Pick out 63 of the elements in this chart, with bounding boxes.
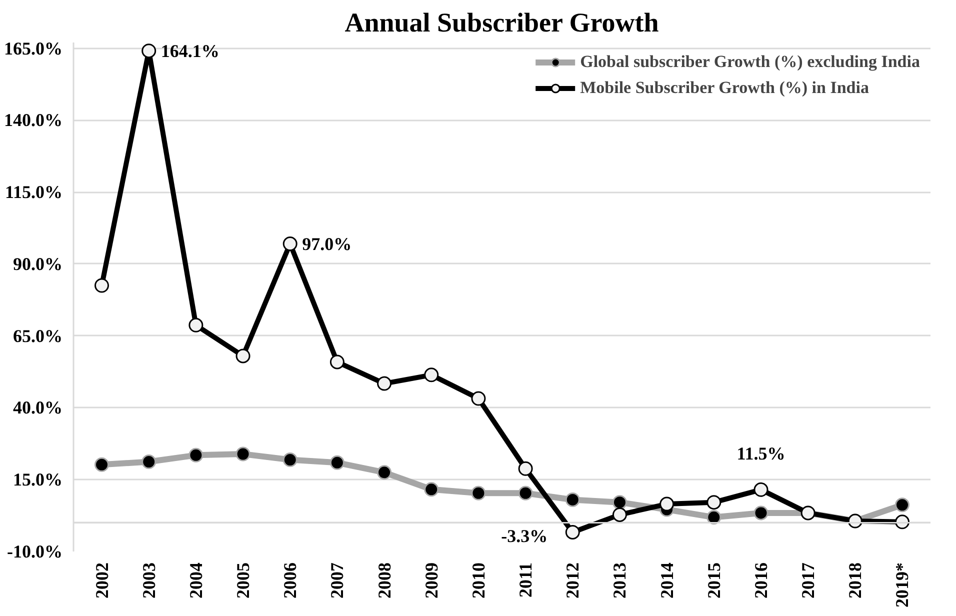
point (471, 486, 486, 500)
point (142, 454, 156, 470)
x-tick-label: 2014 (656, 562, 677, 598)
x-tick-label: 2006 (280, 562, 300, 598)
x-tick-label: 2015 (704, 562, 724, 598)
y-tick-label: 15.0% (13, 470, 62, 490)
x-tick-label: 2012 (562, 562, 583, 598)
data-label: 97.0% (302, 234, 352, 254)
point (424, 368, 439, 382)
y-tick-label: 140.0% (4, 110, 62, 130)
point (612, 507, 627, 522)
y-tick-label: 90.0% (13, 254, 62, 274)
point (565, 492, 580, 507)
point (565, 524, 580, 540)
legend-label: Global subscriber Growth (%) excluding India (580, 52, 920, 72)
x-tick-label: 2003 (138, 562, 159, 598)
y-tick-label: 115.0% (4, 182, 63, 202)
point (330, 354, 344, 370)
x-tick-label: 2009 (421, 562, 442, 598)
point (236, 446, 250, 462)
x-tick-label: 2005 (233, 562, 254, 598)
x-tick-label: 2008 (374, 562, 394, 598)
point (518, 486, 533, 500)
legend-label: Mobile Subscriber Growth (%) in India (580, 78, 869, 98)
point (894, 498, 910, 512)
y-tick-label: 165.0% (4, 38, 62, 58)
y-tick-label: 65.0% (13, 326, 62, 346)
point (754, 506, 768, 520)
point (377, 465, 392, 480)
x-tick-label: 2004 (186, 562, 206, 598)
point (471, 391, 486, 406)
x-tick-label: 2002 (92, 562, 112, 598)
x-tick-label: 2007 (327, 562, 348, 598)
point (282, 452, 298, 467)
x-tick-label: 2016 (750, 562, 771, 598)
point (188, 318, 204, 332)
y-tick-label: 40.0% (13, 398, 62, 418)
point (660, 496, 674, 512)
x-tick-label: 2019* (892, 562, 912, 608)
data-label: 164.1% (160, 40, 220, 61)
chart-title: Annual Subscriber Growth (344, 8, 659, 38)
point (424, 482, 439, 497)
x-tick-label: 2010 (468, 562, 488, 598)
point (612, 495, 627, 510)
data-label: 11.5% (736, 444, 786, 464)
point (94, 457, 110, 472)
x-tick-label: 2018 (845, 562, 866, 598)
point (377, 376, 392, 391)
y-tick-label: -10.0% (7, 542, 63, 562)
point (142, 44, 156, 58)
point (236, 348, 250, 364)
point (754, 482, 768, 497)
point (330, 455, 344, 470)
point (282, 236, 298, 252)
point (94, 278, 110, 293)
point (518, 461, 533, 476)
point (706, 495, 722, 510)
x-tick-label: 2011 (516, 562, 536, 598)
point (188, 448, 204, 462)
point (706, 510, 722, 525)
x-tick-label: 2017 (798, 562, 818, 598)
data-label: -3.3% (501, 526, 548, 546)
x-tick-label: 2013 (610, 562, 630, 598)
